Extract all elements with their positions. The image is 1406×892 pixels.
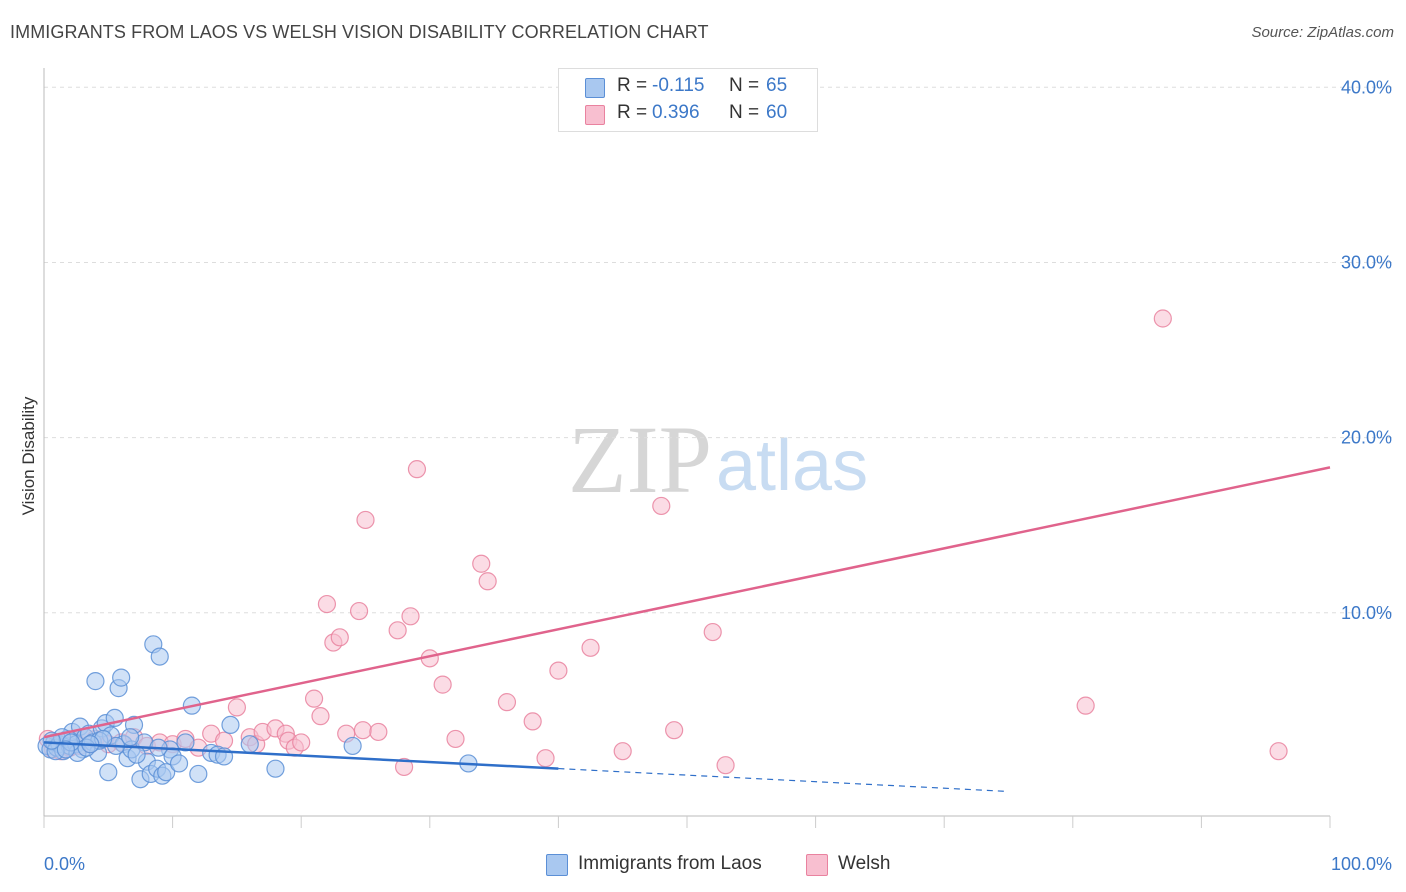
welsh-point (311, 707, 330, 726)
source-label: Source: ZipAtlas.com (1251, 24, 1394, 41)
welsh-point (472, 554, 491, 573)
bottom-legend-swatch-welsh (806, 854, 828, 876)
laos-point (112, 668, 131, 687)
welsh-point (227, 698, 246, 717)
y-tick-label: 10.0% (1341, 603, 1392, 623)
chart-title: IMMIGRANTS FROM LAOS VS WELSH VISION DIS… (10, 22, 709, 42)
legend-r-value: 0.396 (652, 102, 700, 123)
laos-point (150, 647, 169, 666)
laos-point (99, 763, 118, 782)
welsh-point (581, 638, 600, 657)
watermark-zip: ZIP (568, 406, 712, 513)
legend-n-label: N = (729, 102, 760, 123)
laos-point (127, 745, 146, 764)
watermark-atlas: atlas (716, 426, 868, 506)
welsh-trend-line (43, 466, 1331, 739)
welsh-point (523, 712, 542, 731)
welsh-point (349, 601, 369, 621)
laos-point (86, 672, 105, 691)
welsh-point (369, 722, 388, 742)
welsh-point (478, 572, 497, 591)
laos-point (221, 715, 240, 735)
legend-n-value: 60 (766, 102, 788, 123)
bottom-legend-swatch-laos (546, 854, 568, 876)
x-tick-labels: 0.0% 100.0% (44, 854, 1392, 874)
welsh-point (497, 693, 517, 712)
welsh-point (433, 675, 452, 694)
welsh-point (317, 594, 337, 614)
watermark: ZIP atlas (568, 406, 868, 513)
welsh-point (549, 661, 568, 680)
welsh-point (388, 621, 407, 640)
grid (44, 86, 1392, 614)
welsh-point (1269, 742, 1288, 761)
bottom-legend-label-laos: Immigrants from Laos (578, 853, 762, 874)
welsh-point (665, 721, 684, 740)
welsh-point (1076, 696, 1095, 715)
legend-n-label: N = (729, 75, 760, 96)
laos-point (189, 764, 208, 784)
y-tick-label: 30.0% (1341, 252, 1392, 272)
legend-r-value: -0.115 (652, 75, 705, 96)
welsh-point (353, 721, 373, 740)
laos-point (176, 733, 195, 752)
welsh-point (1153, 309, 1172, 328)
y-axis-label: Vision Disability (19, 396, 38, 515)
axes (43, 68, 1331, 828)
legend-swatch-laos (585, 78, 605, 98)
welsh-point (716, 756, 735, 775)
bottom-legend-label-welsh: Welsh (838, 853, 891, 874)
trend-lines (43, 466, 1331, 793)
x-tick-label: 100.0% (1331, 854, 1392, 874)
welsh-point (703, 622, 722, 642)
welsh-point (356, 510, 375, 530)
laos-trend-line-extrapolated (558, 767, 1009, 793)
laos-trend-line (43, 741, 559, 770)
x-tick-label: 0.0% (44, 854, 85, 874)
laos-point (56, 740, 75, 759)
welsh-point (292, 733, 311, 752)
laos-point (266, 759, 285, 778)
laos-point (121, 728, 140, 747)
welsh-point (330, 628, 349, 647)
welsh-point (613, 742, 632, 761)
legend-r-label: R = (617, 102, 648, 123)
stats-legend: R = -0.115 N = 65 R = 0.396 N = 60 (558, 68, 818, 132)
welsh-point (304, 689, 324, 708)
legend-n-value: 65 (766, 75, 788, 96)
legend-swatch-welsh (585, 105, 605, 125)
y-tick-labels: 10.0% 20.0% 30.0% 40.0% (1341, 77, 1392, 623)
welsh-point (394, 757, 414, 777)
welsh-point (407, 460, 427, 479)
legend-r-label: R = (617, 75, 648, 96)
laos-point (157, 763, 176, 782)
welsh-point (446, 729, 465, 749)
welsh-point (401, 607, 420, 626)
y-tick-label: 40.0% (1341, 77, 1392, 97)
welsh-point (536, 749, 555, 768)
laos-point (169, 754, 189, 773)
y-tick-label: 20.0% (1341, 428, 1392, 448)
laos-point (343, 736, 362, 756)
welsh-point (652, 496, 671, 516)
laos-point (240, 735, 259, 754)
